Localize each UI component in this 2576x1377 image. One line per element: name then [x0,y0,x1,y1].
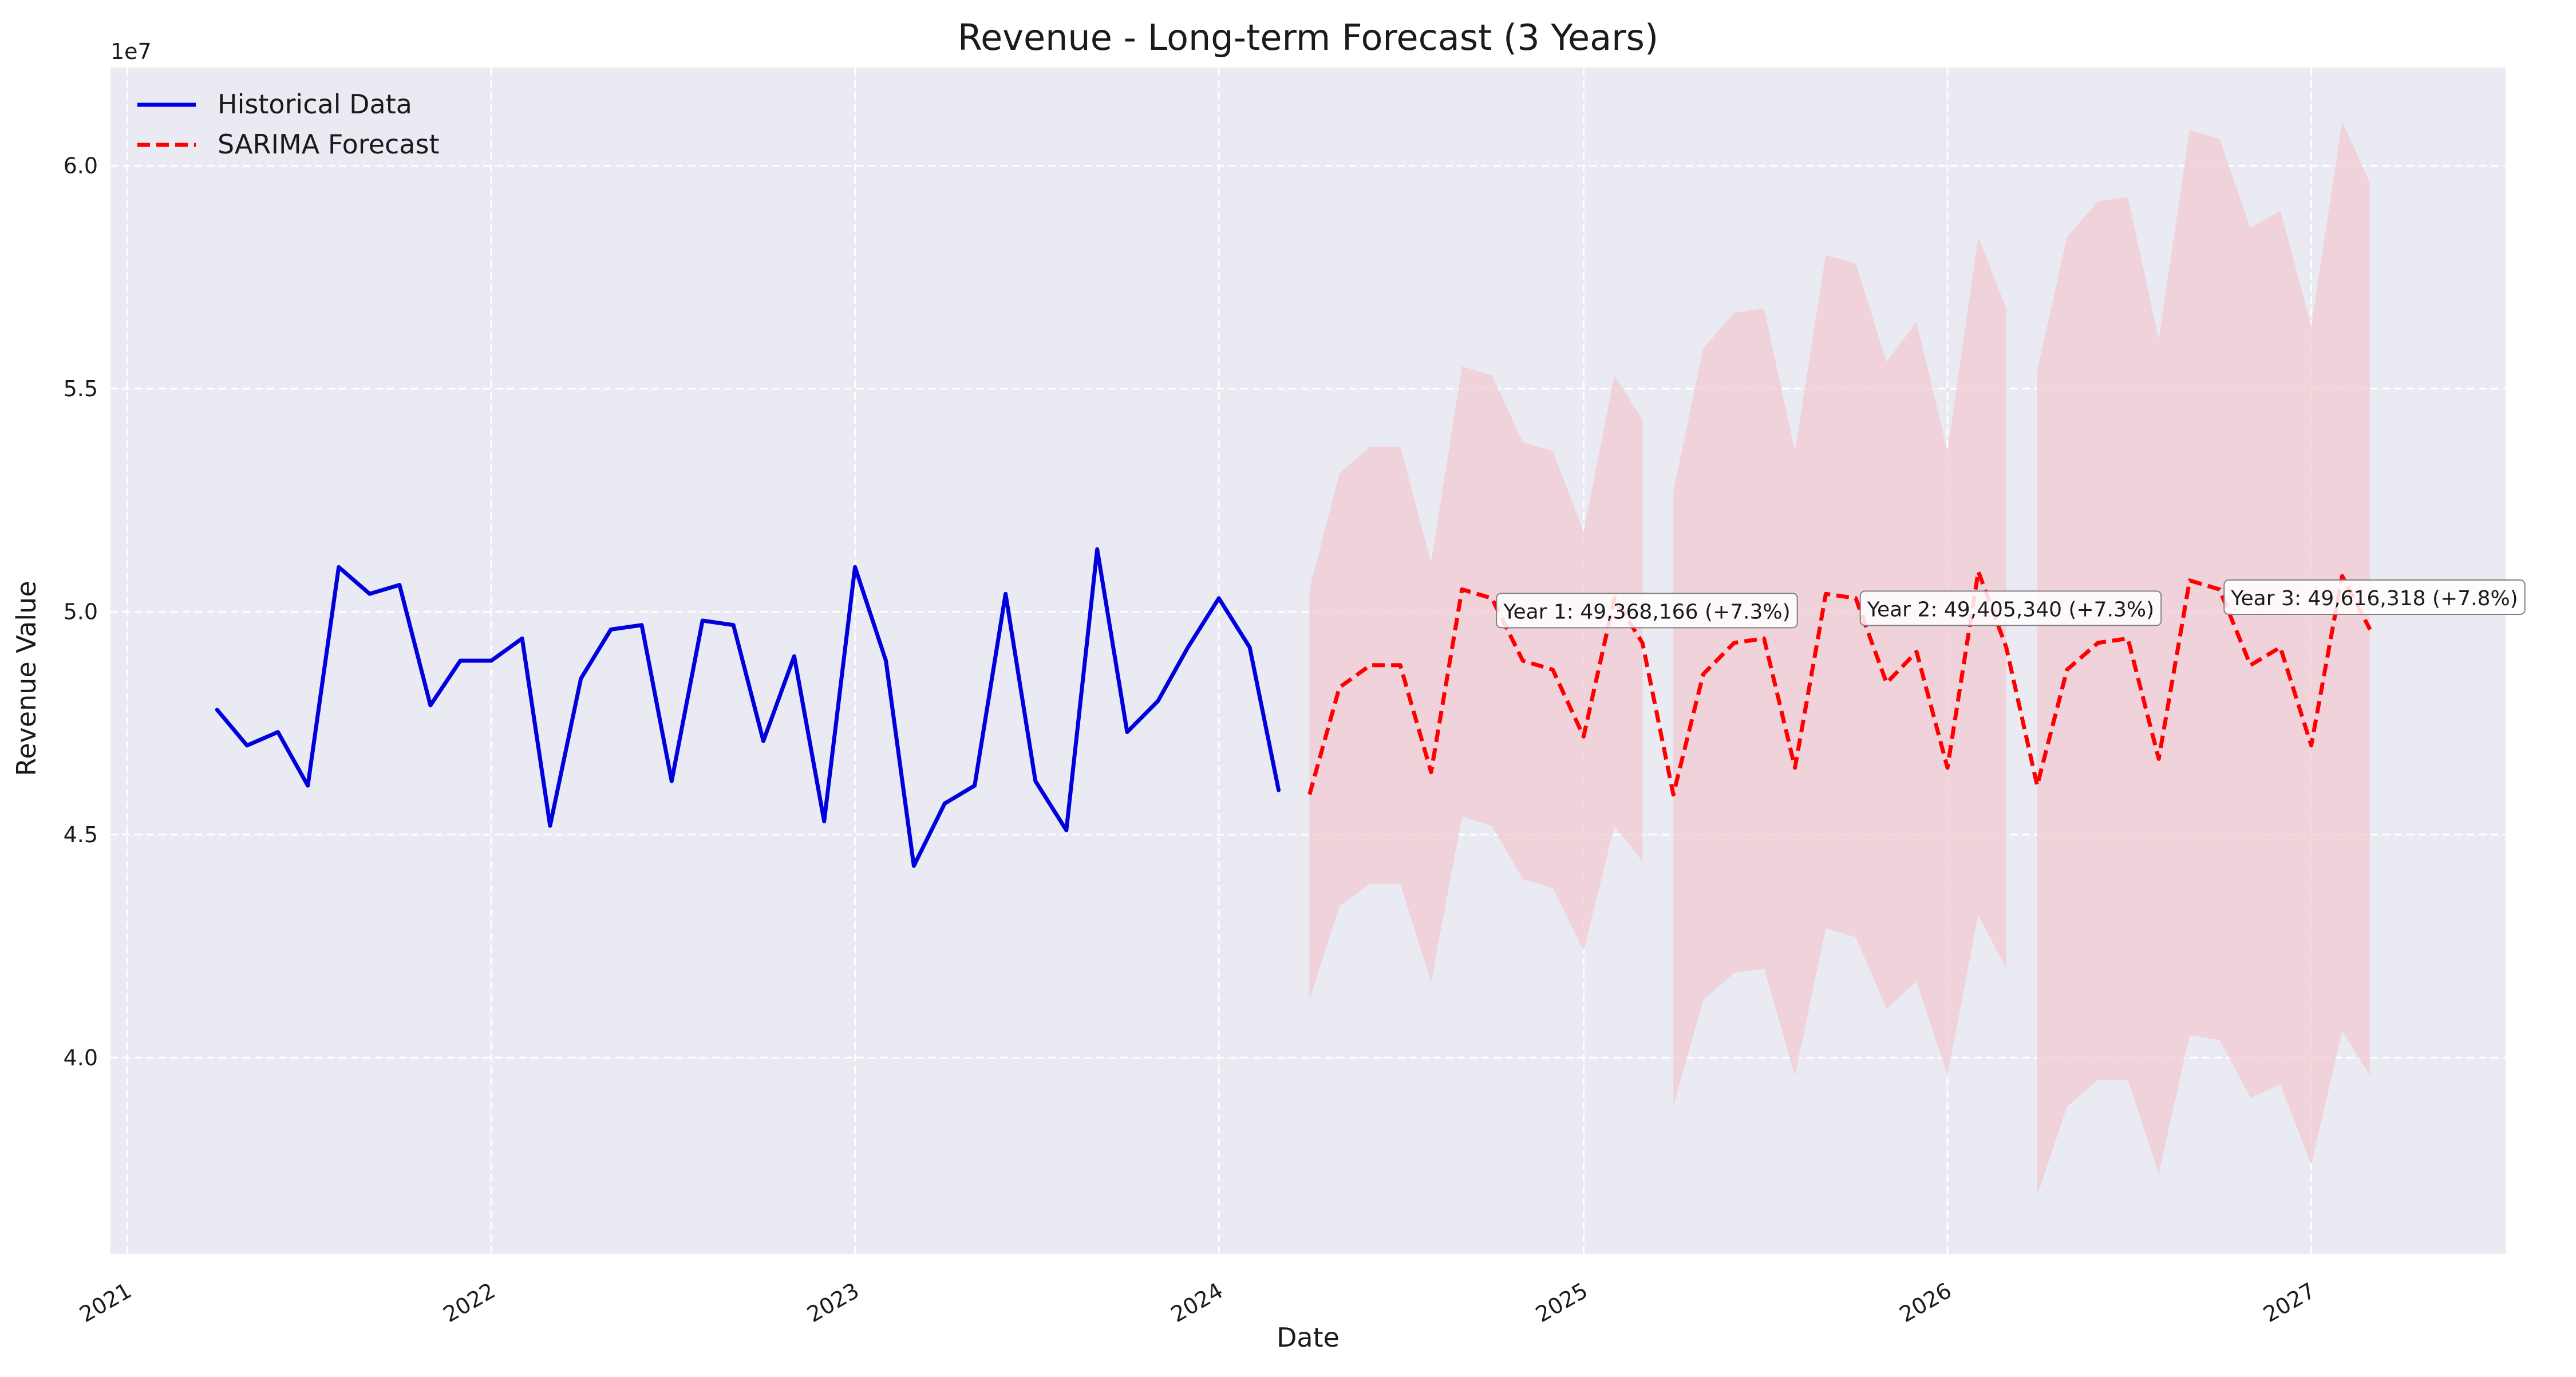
annotation-box-2: Year 2: 49,405,340 (+7.3%) [1859,590,2162,626]
annotation-background [1859,590,2162,626]
x-axis-label: Date [1277,1322,1340,1353]
legend-label-1: Historical Data [218,89,412,120]
annotation-text: Year 2: 49,405,340 (+7.3%) [1867,598,2154,621]
y-tick-label: 4.5 [64,822,98,847]
annotation-box-1: Year 1: 49,368,166 (+7.3%) [1496,593,1798,629]
annotation-text: Year 1: 49,368,166 (+7.3%) [1503,600,1790,624]
legend-label-2: SARIMA Forecast [218,129,439,160]
forecast-line [1307,569,2372,797]
y-offset-label: 1e7 [110,39,152,64]
confidence-band-segment-1 [1309,366,1643,1000]
annotation-background [1496,593,1798,629]
y-tick-label: 5.0 [64,599,98,624]
confidence-band-segment-3 [2037,121,2370,1196]
y-tick-label: 4.0 [64,1045,98,1070]
y-tick-label: 5.5 [64,376,98,401]
confidence-band-segment-2 [1673,237,2006,1107]
chart-title: Revenue - Long-term Forecast (3 Years) [958,17,1658,58]
legend: Historical Data SARIMA Forecast [137,89,439,160]
historical-data-line [215,547,1281,868]
confidence-band [1309,121,2370,1196]
annotations: Year 1: 49,368,166 (+7.3%) Year 2: 49,405… [1496,579,2526,629]
annotation-background [2223,579,2526,615]
y-axis-label: Revenue Value [11,581,42,776]
y-tick-label: 6.0 [64,153,98,178]
annotation-box-3: Year 3: 49,616,318 (+7.8%) [2223,579,2526,615]
series-lines [215,547,2372,868]
annotation-text: Year 3: 49,616,318 (+7.8%) [2230,587,2518,610]
